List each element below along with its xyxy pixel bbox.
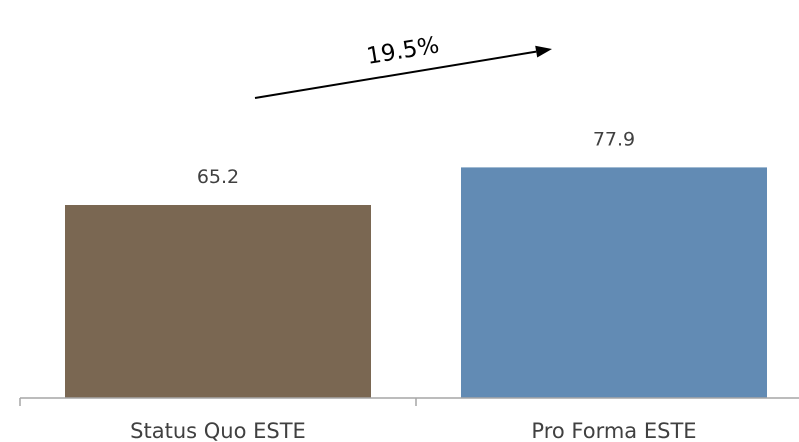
category-label-1: Status Quo ESTE [130,419,306,442]
growth-percent-label: 19.5% [365,32,441,70]
category-label-2: Pro Forma ESTE [531,419,696,442]
bar-2 [461,167,767,398]
bars-group [65,167,767,398]
bar-1 [65,205,371,398]
growth-arrow-line [254,50,537,99]
growth-arrow-head [535,45,552,58]
x-axis [19,397,799,406]
growth-annotation: 19.5% [254,32,552,99]
data-label-2: 77.9 [593,128,635,150]
data-label-1: 65.2 [197,166,239,188]
category-labels-group: Status Quo ESTE Pro Forma ESTE [130,419,696,442]
data-labels-group: 65.2 77.9 [197,128,635,188]
